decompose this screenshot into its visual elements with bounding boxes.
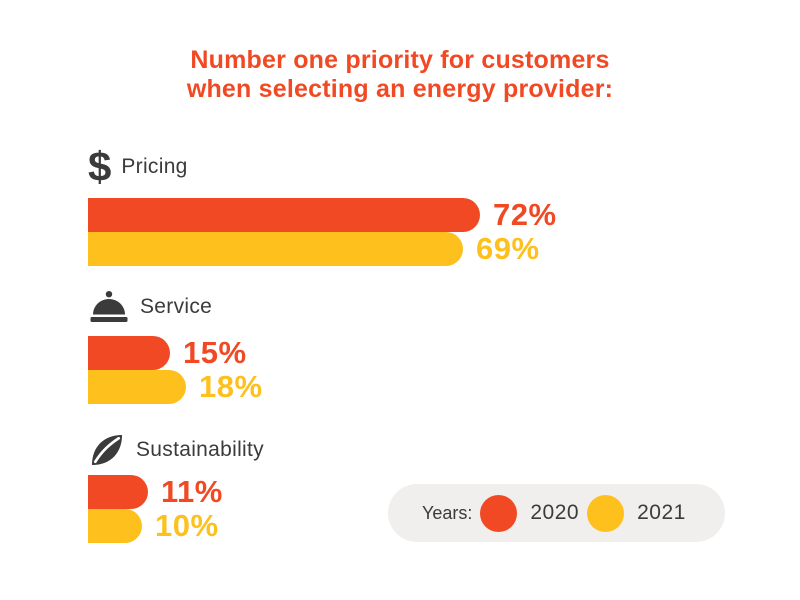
legend: Years: 2020 2021 <box>388 484 725 542</box>
bar-row: 69% <box>88 231 557 266</box>
chart-title-line2: when selecting an energy provider: <box>186 75 614 103</box>
leaf-icon <box>88 431 126 469</box>
category-label-service: Service <box>140 295 213 318</box>
legend-swatch-2021 <box>587 494 625 532</box>
bar-value-sustainability-2021: 10% <box>155 508 219 543</box>
legend-swatch-2020 <box>480 494 518 532</box>
category-header-pricing: $ Pricing <box>88 143 188 190</box>
bar-row: 15% <box>88 335 263 370</box>
dollar-icon: $ <box>88 143 112 190</box>
cloche-icon <box>88 291 130 323</box>
bar-value-sustainability-2020: 11% <box>161 474 223 509</box>
bar-row: 11% <box>88 474 223 509</box>
bar-group-service: 15% 18% <box>88 335 263 404</box>
bar-service-2020 <box>88 336 170 370</box>
category-header-service: Service <box>88 291 212 323</box>
legend-item-label: 2021 <box>637 501 686 524</box>
bar-row: 10% <box>88 508 223 543</box>
chart-title: Number one priority for customers when s… <box>0 46 800 104</box>
legend-item-2021: 2021 <box>587 494 686 532</box>
category-header-sustainability: Sustainability <box>88 431 264 469</box>
bar-pricing-2020 <box>88 198 480 232</box>
category-label-pricing: Pricing <box>121 155 188 178</box>
bar-value-pricing-2020: 72% <box>493 197 557 232</box>
bar-value-service-2021: 18% <box>199 369 263 404</box>
bar-sustainability-2020 <box>88 475 148 509</box>
bar-value-service-2020: 15% <box>183 335 247 370</box>
category-label-sustainability: Sustainability <box>136 438 264 461</box>
bar-group-sustainability: 11% 10% <box>88 474 223 543</box>
bar-pricing-2021 <box>88 232 463 266</box>
legend-label: Years: <box>422 502 473 523</box>
bar-service-2021 <box>88 370 186 404</box>
bar-row: 18% <box>88 369 263 404</box>
legend-item-2020: 2020 <box>480 494 580 532</box>
legend-item-label: 2020 <box>530 501 580 524</box>
bar-row: 72% <box>88 197 557 232</box>
chart-title-line1: Number one priority for customers <box>190 46 610 74</box>
bar-group-pricing: 72% 69% <box>88 197 557 266</box>
bar-value-pricing-2021: 69% <box>476 231 540 266</box>
bar-sustainability-2021 <box>88 509 142 543</box>
